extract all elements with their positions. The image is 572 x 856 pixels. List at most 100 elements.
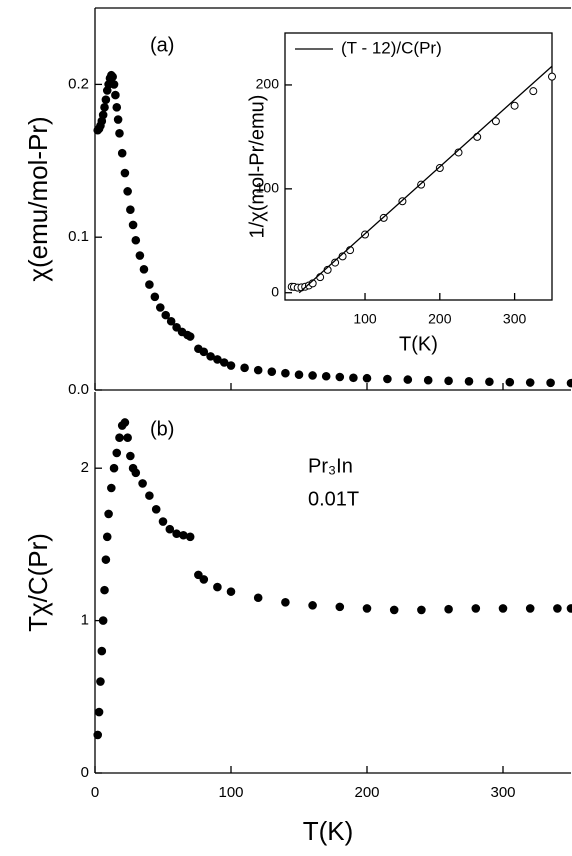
data-point <box>389 605 399 615</box>
data-point <box>321 371 331 381</box>
data-point <box>172 323 181 332</box>
annotation: 0.01T <box>308 488 359 510</box>
data-point <box>126 205 135 214</box>
data-point <box>213 582 222 592</box>
data-point <box>109 80 119 89</box>
data-point <box>226 361 236 370</box>
data-point <box>383 374 392 384</box>
x-axis-title: T(K) <box>303 816 354 846</box>
open-point <box>331 258 340 267</box>
data-point <box>281 598 290 607</box>
x-tick-label: 100 <box>353 311 377 327</box>
open-point <box>548 72 556 81</box>
data-point <box>155 303 165 312</box>
x-tick-label: 100 <box>218 784 243 801</box>
data-point <box>112 448 122 458</box>
y-tick-label: 0 <box>81 764 89 781</box>
y-tick-label: 0.2 <box>68 75 89 92</box>
open-point <box>435 164 444 173</box>
annotation: Pr₃In <box>308 455 353 477</box>
data-point <box>131 468 141 478</box>
legend-label: (T - 12)/C(Pr) <box>341 38 442 57</box>
open-point <box>529 87 538 96</box>
data-point <box>158 517 168 526</box>
data-point <box>444 376 453 386</box>
data-point <box>546 378 555 388</box>
y-tick-label: 0 <box>271 283 279 299</box>
data-point <box>113 115 123 124</box>
data-point <box>423 375 433 385</box>
data-point <box>166 316 176 326</box>
data-point <box>104 509 113 519</box>
data-point <box>525 378 535 387</box>
data-point <box>98 110 108 120</box>
data-point <box>101 555 111 564</box>
data-point <box>566 604 572 613</box>
data-point <box>308 371 317 380</box>
data-point <box>102 532 112 542</box>
data-point <box>267 367 277 376</box>
y-axis-title: 1/χ(mol-Pr/emu) <box>246 95 268 239</box>
data-point <box>135 251 145 260</box>
data-point <box>109 463 119 473</box>
data-point <box>444 604 453 614</box>
data-point <box>226 587 236 596</box>
data-point <box>253 365 263 375</box>
data-point <box>108 72 117 82</box>
fit-line <box>298 65 553 294</box>
data-point <box>349 373 358 383</box>
data-point <box>185 532 195 542</box>
data-point <box>525 604 535 613</box>
y-tick-label: 2 <box>81 459 89 476</box>
data-point <box>123 433 132 443</box>
y-axis-title: χ(emu/mol-Pr) <box>23 116 53 281</box>
data-point <box>161 310 171 320</box>
data-point <box>123 187 132 196</box>
data-point <box>294 370 304 380</box>
x-tick-label: 300 <box>503 311 527 327</box>
data-point <box>112 103 122 112</box>
data-point <box>115 433 124 443</box>
panel-label: (a) <box>150 34 174 56</box>
data-point <box>199 575 209 584</box>
y-tick-label: 1 <box>81 612 89 629</box>
data-point <box>498 604 508 613</box>
data-point <box>553 604 562 613</box>
data-point <box>335 602 345 612</box>
data-point <box>151 505 161 514</box>
open-point <box>510 101 519 110</box>
data-point <box>335 372 345 382</box>
data-point <box>240 363 249 373</box>
x-tick-label: 300 <box>490 784 515 801</box>
data-point <box>117 148 127 158</box>
y-tick-label: 200 <box>256 76 280 92</box>
data-point <box>403 375 413 384</box>
plot-frame <box>284 32 553 301</box>
data-point <box>165 524 175 534</box>
data-point <box>362 604 372 613</box>
data-point <box>98 616 108 625</box>
data-point <box>131 235 141 245</box>
x-tick-label: 200 <box>428 311 452 327</box>
data-point <box>107 483 116 493</box>
data-point <box>362 373 372 383</box>
y-axis-title: Tχ/C(Pr) <box>23 533 53 632</box>
data-point <box>93 730 103 740</box>
open-point <box>473 132 482 141</box>
data-point <box>96 677 105 686</box>
y-tick-label: 0.1 <box>68 228 89 245</box>
data-point <box>464 376 474 386</box>
data-point <box>505 377 515 387</box>
data-point <box>111 90 120 100</box>
x-tick-label: 200 <box>354 784 379 801</box>
data-point <box>101 95 111 104</box>
data-point <box>139 264 149 274</box>
data-point <box>120 168 130 178</box>
x-axis-title: T(K) <box>399 333 438 355</box>
data-point <box>100 103 109 112</box>
data-point <box>94 707 104 717</box>
y-tick-label: 100 <box>256 180 280 196</box>
data-point <box>417 605 426 615</box>
data-point <box>185 332 195 341</box>
